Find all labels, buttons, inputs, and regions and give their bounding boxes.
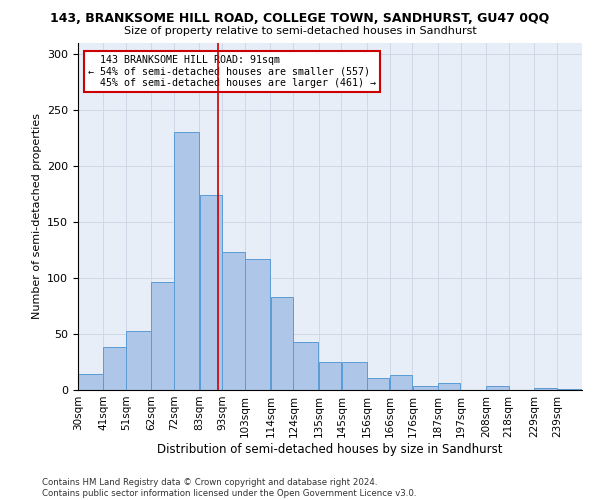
- Bar: [557, 389, 582, 390]
- Bar: [126, 330, 151, 390]
- Text: Size of property relative to semi-detached houses in Sandhurst: Size of property relative to semi-detach…: [124, 26, 476, 36]
- Bar: [151, 282, 174, 390]
- Bar: [534, 388, 557, 390]
- Bar: [103, 348, 126, 390]
- Bar: [486, 386, 509, 390]
- Bar: [245, 259, 271, 390]
- Bar: [367, 378, 389, 390]
- Text: 143 BRANKSOME HILL ROAD: 91sqm
← 54% of semi-detached houses are smaller (557)
 : 143 BRANKSOME HILL ROAD: 91sqm ← 54% of …: [88, 54, 376, 88]
- Bar: [223, 252, 245, 390]
- Bar: [438, 384, 460, 390]
- Text: Contains HM Land Registry data © Crown copyright and database right 2024.
Contai: Contains HM Land Registry data © Crown c…: [42, 478, 416, 498]
- Bar: [200, 195, 222, 390]
- Bar: [78, 374, 103, 390]
- Bar: [389, 376, 412, 390]
- Bar: [293, 342, 319, 390]
- Bar: [175, 132, 199, 390]
- Bar: [271, 297, 293, 390]
- X-axis label: Distribution of semi-detached houses by size in Sandhurst: Distribution of semi-detached houses by …: [157, 442, 503, 456]
- Text: 143, BRANKSOME HILL ROAD, COLLEGE TOWN, SANDHURST, GU47 0QQ: 143, BRANKSOME HILL ROAD, COLLEGE TOWN, …: [50, 12, 550, 26]
- Y-axis label: Number of semi-detached properties: Number of semi-detached properties: [32, 114, 41, 320]
- Bar: [413, 386, 437, 390]
- Bar: [341, 362, 367, 390]
- Bar: [319, 362, 341, 390]
